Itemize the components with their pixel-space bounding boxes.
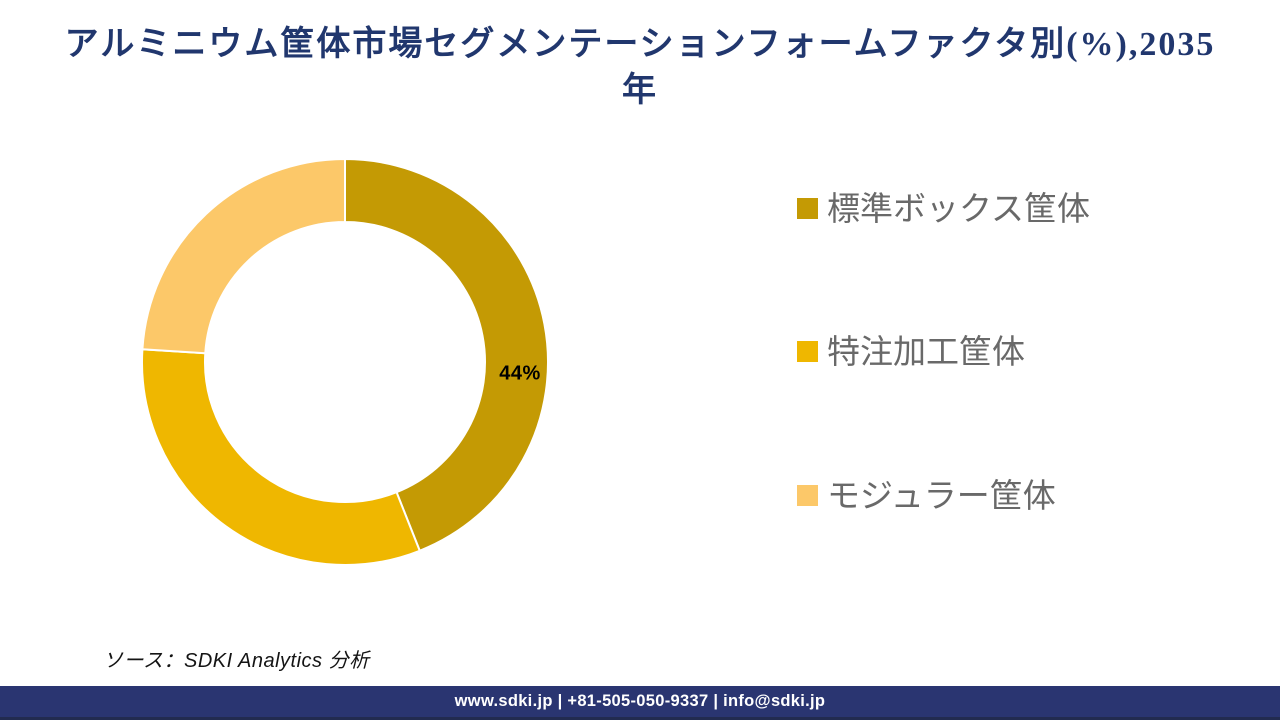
donut-chart [141,157,549,566]
legend-label: 標準ボックス筐体 [827,190,1091,227]
legend-item-standard-box: 標準ボックス筐体 [797,190,1090,228]
source-note: ソース：SDKI Analytics 分析 [103,650,370,672]
legend-label: 特注加工筐体 [827,333,1025,370]
donut-segment-1 [141,348,422,566]
donut-segment-2 [141,157,346,355]
chart-title-line-2: 年 [622,72,658,109]
legend-item-modular: モジュラー筐体 [797,477,1056,515]
legend-swatch-icon [797,485,818,507]
chart-title: アルミニウム筐体市場セグメンテーションフォームファクタ別(%),2035 年 [40,22,1240,114]
legend-swatch-icon [797,341,818,363]
footer-bar: www.sdki.jp | +81-505-050-9337 | info@sd… [0,686,1280,720]
chart-title-line-1: アルミニウム筐体市場セグメンテーションフォームファクタ別(%),2035 [64,26,1216,63]
donut-data-label: 44% [499,362,541,385]
chart-legend: 標準ボックス筐体 特注加工筐体 モジュラー筐体 [797,0,1237,560]
footer-contact-text: www.sdki.jp | +81-505-050-9337 | info@sd… [454,692,826,710]
donut-segment-0 [344,157,549,553]
legend-swatch-icon [797,198,818,220]
legend-item-custom-machined: 特注加工筐体 [797,333,1025,371]
legend-label: モジュラー筐体 [827,477,1056,514]
